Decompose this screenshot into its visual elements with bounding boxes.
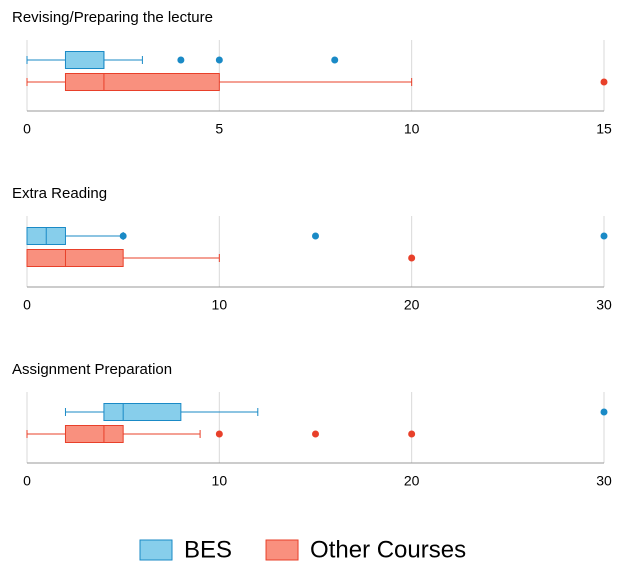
outlier: [331, 56, 339, 64]
legend-label: Other Courses: [310, 536, 466, 563]
outlier: [600, 408, 608, 416]
x-tick-label: 20: [404, 297, 420, 313]
outlier: [408, 430, 416, 438]
x-tick-label: 10: [404, 121, 420, 137]
box: [64, 51, 105, 69]
x-tick-label: 0: [23, 297, 31, 313]
outlier: [215, 56, 223, 64]
x-tick-label: 5: [215, 121, 223, 137]
panel-title: Revising/Preparing the lecture: [12, 9, 213, 26]
x-tick-label: 10: [212, 297, 228, 313]
x-tick-label: 0: [23, 473, 31, 489]
x-tick-label: 20: [404, 473, 420, 489]
panel-title: Extra Reading: [12, 185, 107, 202]
x-tick-label: 30: [596, 473, 612, 489]
x-tick-label: 30: [596, 297, 612, 313]
legend-label: BES: [184, 536, 232, 563]
legend-swatch: [265, 539, 299, 561]
outlier: [408, 254, 416, 262]
outlier: [177, 56, 185, 64]
box: [64, 73, 220, 91]
outlier: [312, 430, 319, 438]
outlier: [600, 78, 608, 86]
outlier: [215, 430, 223, 438]
box: [26, 249, 124, 267]
legend-swatch: [139, 539, 173, 561]
x-tick-label: 15: [596, 121, 612, 137]
outlier: [119, 232, 127, 240]
outlier: [600, 232, 608, 240]
box: [103, 403, 182, 421]
x-tick-label: 10: [212, 473, 228, 489]
panel-title: Assignment Preparation: [12, 361, 172, 378]
x-tick-label: 0: [23, 121, 31, 137]
outlier: [312, 232, 319, 240]
box: [64, 425, 124, 443]
